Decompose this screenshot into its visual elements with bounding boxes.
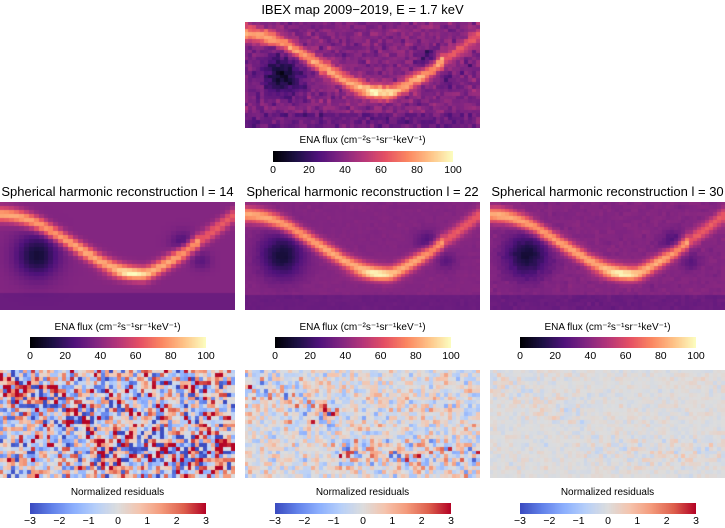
flux-colorbar-label: ENA flux (cm⁻²s⁻¹sr⁻¹keV⁻¹)	[299, 322, 426, 333]
residual-tick: −2	[53, 515, 66, 527]
residual-tick: 1	[634, 515, 641, 527]
ibex-map	[245, 22, 480, 128]
recon-title-0: Spherical harmonic reconstruction l = 14	[1, 184, 234, 199]
reconstruction-map	[0, 202, 235, 310]
flux-colorbar-label: ENA flux (cm⁻²s⁻¹sr⁻¹keV⁻¹)	[54, 322, 181, 333]
recon-title-2: Spherical harmonic reconstruction l = 30	[491, 184, 724, 199]
residual-tick: −2	[298, 515, 311, 527]
flux-colorbar-label: ENA flux (cm⁻²s⁻¹sr⁻¹keV⁻¹)	[544, 322, 671, 333]
recon-title-1: Spherical harmonic reconstruction l = 22	[246, 184, 479, 199]
flux-tick: 0	[272, 350, 278, 362]
flux-tick: 20	[549, 350, 562, 362]
residual-colorbar-label: Normalized residuals	[560, 487, 655, 498]
residual-tick: 3	[693, 515, 699, 527]
residual-tick: 1	[144, 515, 151, 527]
residual-tick: 0	[115, 515, 121, 527]
flux-tick: 60	[619, 350, 632, 362]
main-title: IBEX map 2009−2019, E = 1.7 keV	[245, 2, 480, 17]
reconstruction-map	[490, 202, 725, 310]
residual-tick: 0	[605, 515, 611, 527]
residual-tick: −3	[269, 515, 281, 527]
residual-tick: −2	[543, 515, 556, 527]
residual-tick: 2	[173, 515, 180, 527]
residual-map	[490, 370, 725, 478]
flux-tick: 100	[197, 350, 215, 362]
flux-tick: 60	[129, 350, 142, 362]
flux-tick: 60	[374, 350, 387, 362]
flux-tick: 0	[270, 164, 276, 176]
residual-tick: −3	[514, 515, 526, 527]
flux-tick: 0	[517, 350, 523, 362]
main-title-text: IBEX map 2009−2019, E = 1.7 keV	[261, 2, 464, 17]
residual-colorbar	[30, 503, 206, 514]
flux-tick: 80	[654, 350, 667, 362]
flux-tick: 80	[409, 350, 422, 362]
residual-tick: −3	[24, 515, 36, 527]
residual-tick: 3	[448, 515, 454, 527]
flux-colorbar-label: ENA flux (cm⁻²s⁻¹sr⁻¹keV⁻¹)	[299, 135, 426, 146]
residual-tick: 0	[360, 515, 366, 527]
residual-tick: −1	[327, 515, 340, 527]
flux-tick: 100	[444, 164, 462, 176]
reconstruction-map	[245, 202, 480, 310]
flux-tick: 40	[584, 350, 597, 362]
flux-tick: 60	[375, 164, 387, 176]
flux-tick: 40	[94, 350, 107, 362]
flux-colorbar	[273, 151, 453, 162]
residual-tick: 2	[418, 515, 425, 527]
residual-map	[0, 370, 235, 478]
flux-tick: 20	[303, 164, 315, 176]
residual-colorbar-label: Normalized residuals	[315, 487, 410, 498]
flux-tick: 100	[442, 350, 460, 362]
flux-colorbar	[275, 337, 451, 348]
residual-tick: −1	[82, 515, 95, 527]
flux-tick: 80	[411, 164, 423, 176]
flux-colorbar	[30, 337, 206, 348]
flux-tick: 20	[304, 350, 317, 362]
flux-colorbar	[520, 337, 696, 348]
residual-map	[245, 370, 480, 478]
flux-tick: 100	[687, 350, 705, 362]
residual-tick: −1	[572, 515, 585, 527]
residual-tick: 1	[389, 515, 396, 527]
residual-colorbar-label: Normalized residuals	[70, 487, 165, 498]
residual-colorbar	[275, 503, 451, 514]
flux-tick: 40	[339, 350, 352, 362]
flux-tick: 40	[339, 164, 351, 176]
flux-tick: 0	[27, 350, 33, 362]
residual-colorbar	[520, 503, 696, 514]
residual-tick: 3	[203, 515, 209, 527]
flux-tick: 20	[59, 350, 72, 362]
flux-tick: 80	[164, 350, 177, 362]
residual-tick: 2	[663, 515, 670, 527]
